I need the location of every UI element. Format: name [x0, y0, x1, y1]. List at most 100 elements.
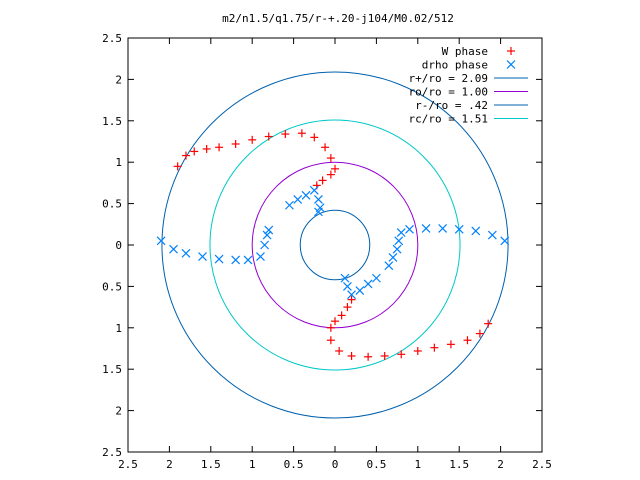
data-point [173, 162, 182, 171]
marker-stroke [293, 195, 303, 204]
data-point [215, 143, 224, 152]
data-point [331, 317, 339, 326]
data-point [256, 252, 265, 262]
data-point [371, 273, 381, 283]
data-point [198, 252, 207, 262]
data-point [340, 273, 350, 283]
data-point [446, 340, 455, 349]
legend-label: ro/ro = 1.00 [409, 86, 488, 99]
marker-stroke [260, 240, 270, 250]
legend-label: W phase [442, 45, 488, 58]
y-tick-label: 2 [115, 73, 122, 86]
data-point [438, 224, 448, 233]
marker-stroke [396, 228, 406, 238]
y-tick-label: 0.5 [102, 280, 122, 293]
data-point [413, 346, 422, 355]
marker-stroke [405, 224, 414, 234]
data-point [181, 151, 190, 160]
data-point [326, 336, 335, 345]
data-point [326, 170, 335, 179]
data-point [421, 224, 431, 233]
data-point [318, 176, 327, 185]
y-tick-label: 0.5 [102, 198, 122, 211]
marker-stroke [314, 195, 323, 204]
data-point [260, 240, 270, 250]
data-point [262, 230, 272, 240]
data-point [405, 224, 414, 234]
data-point [156, 236, 166, 246]
marker-stroke [471, 226, 481, 236]
legend-label: r+/ro = 2.09 [409, 72, 488, 85]
data-point [364, 352, 373, 361]
marker-stroke [355, 286, 365, 295]
y-tick-label: 0 [115, 239, 122, 252]
data-point [342, 281, 352, 291]
data-point [500, 236, 510, 246]
x-tick-label: 0.5 [284, 458, 304, 471]
marker-stroke [256, 252, 265, 262]
data-point [484, 319, 493, 328]
data-point [281, 130, 290, 139]
data-point [380, 351, 389, 360]
marker-stroke [487, 230, 497, 240]
data-point [397, 350, 406, 359]
point-series-layer [156, 129, 510, 361]
x-tick-label: 2.5 [532, 458, 552, 471]
data-point [285, 200, 294, 210]
x-tick-label: 1 [414, 458, 421, 471]
data-point [396, 228, 406, 238]
data-point [463, 336, 472, 345]
data-point [363, 279, 373, 289]
legend-marker [507, 47, 515, 55]
data-point [331, 164, 339, 173]
data-point [310, 133, 319, 142]
data-point [202, 144, 211, 153]
data-point [355, 286, 365, 295]
marker-stroke [243, 255, 253, 265]
chart-title: m2/n1.5/q1.75/r-+.20-j104/M0.02/512 [222, 12, 454, 25]
marker-stroke [262, 230, 272, 240]
x-tick-label: 0.5 [366, 458, 386, 471]
data-point [347, 295, 356, 304]
y-tick-label: 1.5 [102, 363, 122, 376]
marker-stroke [156, 236, 166, 246]
data-point [190, 147, 199, 156]
legend-label: rc/ro = 1.51 [409, 113, 488, 126]
marker-stroke [347, 290, 356, 300]
marker-stroke [169, 244, 178, 254]
data-point [314, 207, 323, 217]
data-point [343, 303, 352, 312]
marker-stroke [214, 254, 224, 264]
marker-stroke [285, 200, 294, 210]
y-tick-label: 1.5 [102, 115, 122, 128]
marker-stroke [340, 273, 350, 283]
data-point [264, 225, 274, 235]
x-tick-label: 1.5 [449, 458, 469, 471]
data-point [475, 329, 484, 338]
x-tick-label: 1 [249, 458, 256, 471]
x-tick-label: 1.5 [201, 458, 221, 471]
data-point [231, 139, 240, 148]
legend-label: drho phase [422, 59, 488, 72]
data-point [293, 195, 303, 204]
data-point [384, 261, 394, 271]
data-point [309, 185, 319, 195]
x-tick-label: 0 [332, 458, 339, 471]
data-point [392, 244, 402, 254]
data-point [487, 230, 497, 240]
data-point [394, 236, 404, 246]
data-point [214, 254, 224, 264]
data-point [326, 154, 335, 163]
circle-series [251, 161, 419, 329]
marker-stroke [363, 279, 373, 289]
y-tick-label: 1 [115, 322, 122, 335]
x-tick-label: 2 [497, 458, 504, 471]
marker-stroke [371, 273, 381, 283]
marker-stroke [454, 224, 464, 234]
y-tick-label: 2.5 [102, 32, 122, 45]
x-tick-label: 2.5 [118, 458, 138, 471]
data-point [181, 248, 191, 258]
marker-stroke [394, 236, 404, 246]
data-point [314, 195, 323, 204]
